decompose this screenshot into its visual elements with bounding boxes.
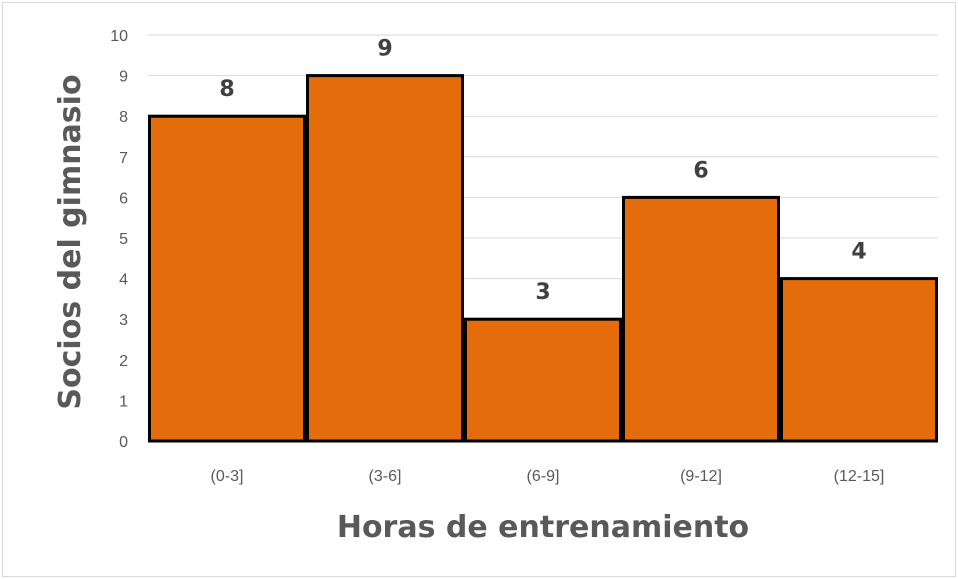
y-axis-ticks: 0 1 2 3 4 5 6 7 8 9 10: [110, 28, 128, 451]
y-tick-label: 9: [119, 69, 128, 86]
x-tick-label: (9-12]: [680, 468, 722, 485]
bar: [464, 317, 622, 443]
x-tick-label: (0-3]: [211, 468, 244, 485]
data-labels: 8 9 3 6 4: [219, 37, 866, 306]
bar: [622, 195, 780, 443]
y-tick-label: 6: [119, 190, 128, 207]
bar: [306, 74, 464, 443]
y-tick-label: 8: [119, 109, 128, 126]
y-tick-label: 7: [119, 150, 128, 167]
y-tick-label: 0: [119, 434, 128, 451]
y-tick-label: 10: [110, 28, 128, 45]
bar: [780, 277, 938, 443]
data-label: 4: [851, 240, 866, 265]
y-tick-label: 2: [119, 353, 128, 370]
x-axis-title: Horas de entrenamiento: [337, 510, 749, 545]
data-label: 9: [377, 37, 392, 62]
bars: [148, 74, 938, 443]
y-tick-label: 5: [119, 231, 128, 248]
y-axis-title: Socios del gimnasio: [53, 74, 88, 409]
y-tick-label: 3: [119, 312, 128, 329]
x-tick-label: (6-9]: [527, 468, 560, 485]
data-label: 6: [693, 158, 708, 183]
bar: [148, 114, 306, 443]
x-tick-label: (12-15]: [834, 468, 885, 485]
data-label: 3: [535, 280, 550, 305]
x-tick-label: (3-6]: [369, 468, 402, 485]
data-label: 8: [219, 77, 234, 102]
y-tick-label: 4: [119, 272, 128, 289]
x-axis-ticks: (0-3] (3-6] (6-9] (9-12] (12-15]: [211, 468, 885, 485]
y-tick-label: 1: [119, 393, 128, 410]
